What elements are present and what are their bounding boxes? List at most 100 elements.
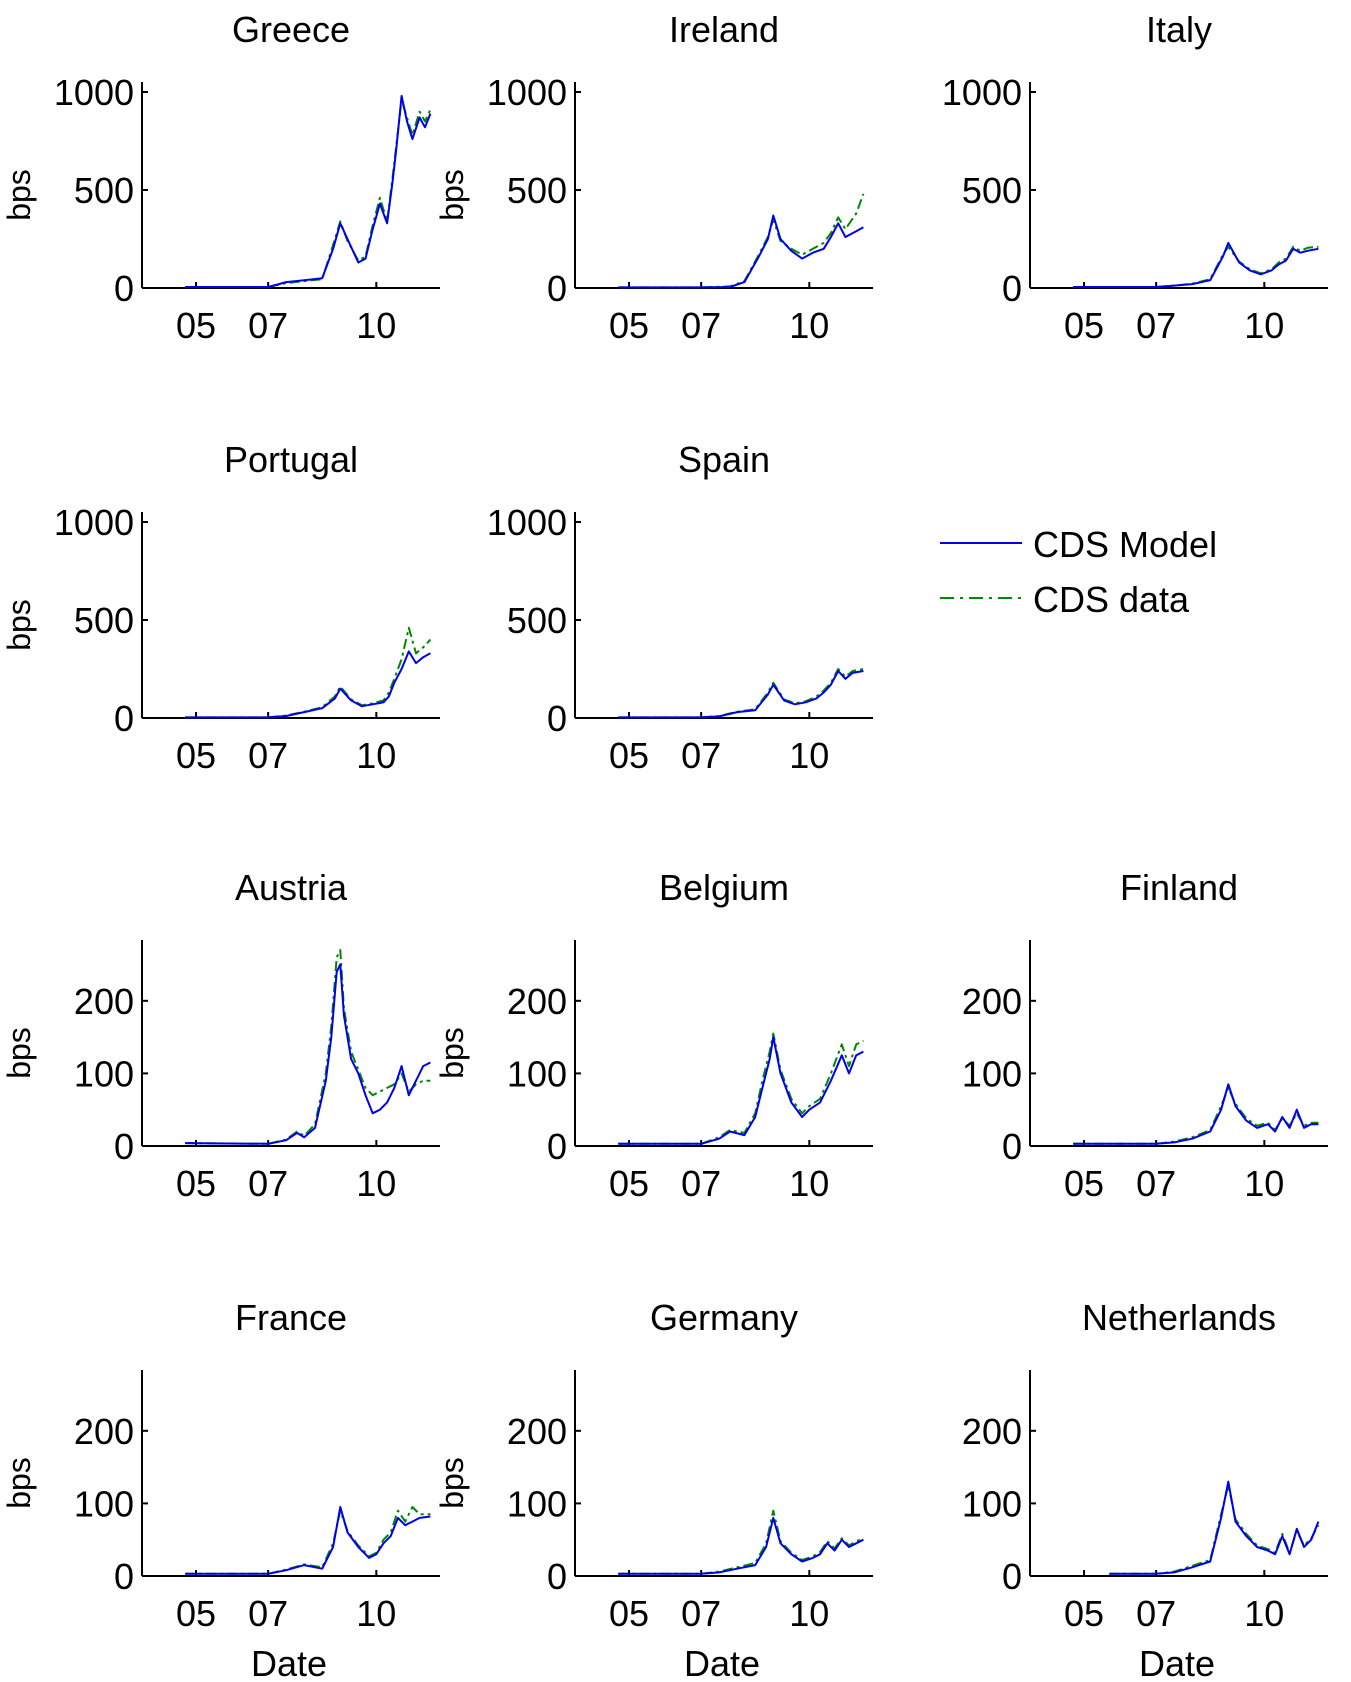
series-cds-model-line <box>618 214 864 289</box>
panel-ireland: Ireland 0 500 1000 05 07 10 bps <box>434 9 873 346</box>
y-tick-label: 0 <box>547 268 567 309</box>
x-tick-label: 05 <box>609 1163 649 1204</box>
x-tick-label: 07 <box>248 1593 288 1634</box>
panel-title: Germany <box>650 1297 798 1338</box>
y-tick-label: 0 <box>1002 1126 1022 1167</box>
x-tick-label: 05 <box>1064 305 1104 346</box>
series-cds-data-line <box>618 193 865 289</box>
series-cds-data-line <box>185 949 431 1145</box>
y-tick-label: 100 <box>507 1483 567 1524</box>
x-tick-label: 05 <box>609 735 649 776</box>
y-axis-label: bps <box>434 1457 470 1509</box>
series-cds-model-line <box>185 1506 431 1575</box>
series-cds-model-line <box>185 963 431 1145</box>
x-tick-label: 07 <box>248 735 288 776</box>
series-cds-data-line <box>185 1506 431 1575</box>
series-cds-model-line <box>1109 1480 1320 1575</box>
y-tick-label: 100 <box>74 1053 134 1094</box>
x-tick-label: 07 <box>681 735 721 776</box>
y-tick-label: 200 <box>962 981 1022 1022</box>
panel-title: Portugal <box>224 439 358 480</box>
x-tick-label: 10 <box>356 735 396 776</box>
series-cds-model-line <box>185 94 432 288</box>
x-tick-label: 07 <box>681 1163 721 1204</box>
y-tick-label: 500 <box>74 600 134 641</box>
y-tick-label: 0 <box>114 1126 134 1167</box>
y-tick-label: 0 <box>547 1556 567 1597</box>
panel-title: Finland <box>1120 867 1238 908</box>
series-cds-data-line <box>618 668 864 719</box>
x-tick-label: 05 <box>1064 1163 1104 1204</box>
x-tick-label: 10 <box>789 1163 829 1204</box>
y-tick-label: 0 <box>547 698 567 739</box>
x-tick-label: 10 <box>789 305 829 346</box>
y-tick-label: 1000 <box>54 502 134 543</box>
x-tick-label: 07 <box>248 1163 288 1204</box>
x-tick-label: 10 <box>1244 305 1284 346</box>
y-tick-label: 200 <box>962 1411 1022 1452</box>
x-axis-label: Date <box>251 1643 327 1682</box>
panel-france: France 0 100 200 05 07 10 bps Date <box>1 1297 440 1682</box>
x-tick-label: 10 <box>356 1163 396 1204</box>
x-tick-label: 10 <box>1244 1593 1284 1634</box>
y-tick-label: 1000 <box>487 72 567 113</box>
x-tick-label: 07 <box>1136 1163 1176 1204</box>
y-tick-label: 0 <box>1002 268 1022 309</box>
y-tick-label: 0 <box>547 1126 567 1167</box>
x-tick-label: 10 <box>1244 1163 1284 1204</box>
x-tick-label: 07 <box>681 1593 721 1634</box>
x-tick-label: 05 <box>609 1593 649 1634</box>
panel-netherlands: Netherlands 0 100 200 05 07 10 Date <box>962 1297 1328 1682</box>
y-tick-label: 200 <box>74 981 134 1022</box>
y-axis-label: bps <box>434 1027 470 1079</box>
x-axis-label: Date <box>1139 1643 1215 1682</box>
panel-finland: Finland 0 100 200 05 07 10 <box>962 867 1328 1204</box>
y-tick-label: 0 <box>114 698 134 739</box>
panel-austria: Austria 0 100 200 05 07 10 bps <box>1 867 440 1204</box>
y-tick-label: 100 <box>507 1053 567 1094</box>
x-tick-label: 07 <box>681 305 721 346</box>
x-tick-label: 07 <box>1136 1593 1176 1634</box>
y-axis-label: bps <box>1 1027 37 1079</box>
panel-title: France <box>235 1297 347 1338</box>
series-cds-model-line <box>1073 1083 1319 1145</box>
series-cds-model-line <box>185 650 431 719</box>
panel-italy: Italy 0 500 1000 05 07 10 <box>942 9 1328 346</box>
y-tick-label: 0 <box>114 1556 134 1597</box>
legend-label-cds-model: CDS Model <box>1033 524 1217 565</box>
x-tick-label: 07 <box>1136 305 1176 346</box>
y-tick-label: 200 <box>507 981 567 1022</box>
y-tick-label: 1000 <box>54 72 134 113</box>
x-tick-label: 10 <box>789 1593 829 1634</box>
x-tick-label: 05 <box>1064 1593 1104 1634</box>
y-tick-label: 500 <box>507 600 567 641</box>
y-tick-label: 0 <box>114 268 134 309</box>
series-cds-model-line <box>1073 241 1319 288</box>
legend-label-cds-data: CDS data <box>1033 579 1190 620</box>
x-tick-label: 05 <box>176 305 216 346</box>
y-axis-label: bps <box>1 169 37 221</box>
series-cds-data-line <box>1073 1086 1319 1145</box>
panel-title: Spain <box>678 439 770 480</box>
panel-title: Greece <box>232 9 350 50</box>
x-tick-label: 10 <box>356 305 396 346</box>
series-cds-model-line <box>618 670 864 719</box>
x-tick-label: 10 <box>789 735 829 776</box>
series-cds-data-line <box>618 1509 864 1575</box>
x-tick-label: 05 <box>176 1593 216 1634</box>
panel-title: Ireland <box>669 9 779 50</box>
y-tick-label: 500 <box>507 170 567 211</box>
series-cds-data-line <box>618 1032 864 1145</box>
y-tick-label: 100 <box>74 1483 134 1524</box>
y-tick-label: 100 <box>962 1053 1022 1094</box>
panel-title: Netherlands <box>1082 1297 1276 1338</box>
x-tick-label: 10 <box>356 1593 396 1634</box>
panel-belgium: Belgium 0 100 200 05 07 10 bps <box>434 867 873 1204</box>
series-cds-data-line <box>1073 245 1319 288</box>
panel-title: Belgium <box>659 867 789 908</box>
series-cds-data-line <box>185 98 432 288</box>
panel-germany: Germany 0 100 200 05 07 10 bps Date <box>434 1297 873 1682</box>
x-tick-label: 05 <box>609 305 649 346</box>
y-axis-label: bps <box>1 599 37 651</box>
